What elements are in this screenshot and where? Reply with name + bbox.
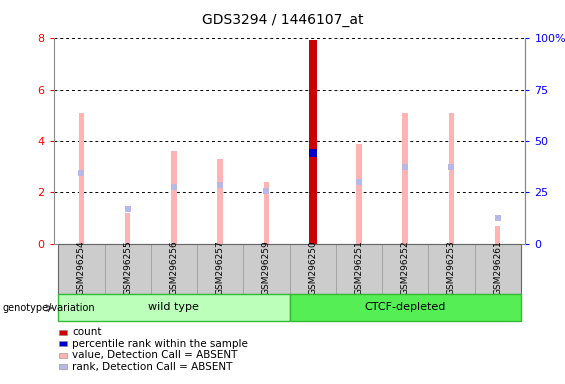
Text: GSM296254: GSM296254 — [77, 240, 86, 295]
Text: GSM296253: GSM296253 — [447, 240, 456, 295]
Text: GSM296251: GSM296251 — [354, 240, 363, 295]
Text: GSM296259: GSM296259 — [262, 240, 271, 295]
Text: GSM296255: GSM296255 — [123, 240, 132, 295]
Bar — [402, 113, 408, 244]
Bar — [428, 244, 475, 294]
Bar — [289, 244, 336, 294]
Bar — [244, 244, 289, 294]
Bar — [197, 244, 244, 294]
Bar — [151, 244, 197, 294]
Bar — [308, 40, 317, 244]
Text: GSM296252: GSM296252 — [401, 240, 410, 295]
Text: genotype/variation: genotype/variation — [3, 303, 95, 313]
Text: count: count — [72, 327, 102, 337]
Bar — [356, 144, 362, 244]
Text: percentile rank within the sample: percentile rank within the sample — [72, 339, 248, 349]
Bar — [105, 244, 151, 294]
Bar — [264, 182, 269, 244]
Bar — [336, 244, 382, 294]
Bar — [289, 294, 521, 321]
Text: value, Detection Call = ABSENT: value, Detection Call = ABSENT — [72, 350, 238, 360]
Text: GSM296250: GSM296250 — [308, 240, 317, 295]
Text: GSM296256: GSM296256 — [170, 240, 179, 295]
Text: GSM296261: GSM296261 — [493, 240, 502, 295]
Text: CTCF-depleted: CTCF-depleted — [364, 302, 446, 312]
Text: rank, Detection Call = ABSENT: rank, Detection Call = ABSENT — [72, 362, 233, 372]
Bar — [449, 113, 454, 244]
Bar — [495, 226, 501, 244]
Text: GSM296257: GSM296257 — [216, 240, 225, 295]
Bar — [58, 244, 105, 294]
Bar — [218, 159, 223, 244]
Bar — [382, 244, 428, 294]
Bar — [475, 244, 521, 294]
Text: wild type: wild type — [149, 302, 199, 312]
Bar — [310, 40, 315, 244]
Bar — [125, 213, 131, 244]
Bar — [58, 294, 289, 321]
Text: GDS3294 / 1446107_at: GDS3294 / 1446107_at — [202, 13, 363, 27]
Bar — [171, 151, 177, 244]
Bar — [79, 113, 84, 244]
